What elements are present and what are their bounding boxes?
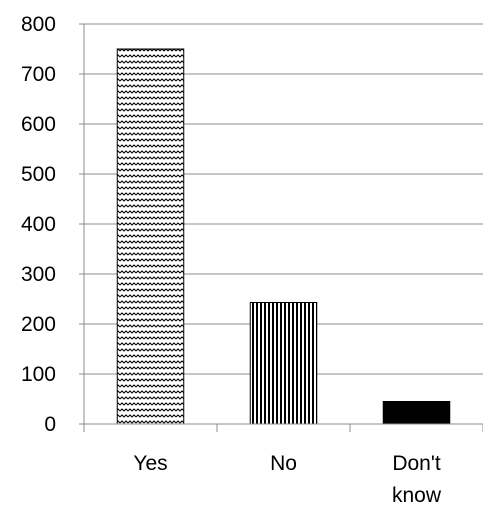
y-tick-label-0: 0 xyxy=(44,413,56,436)
y-tick-label-500: 500 xyxy=(21,163,56,186)
bar-dont-know xyxy=(382,401,451,425)
x-category-label-yes: Yes xyxy=(133,452,167,475)
bar-yes xyxy=(116,48,185,425)
x-category-label-no: No xyxy=(270,452,297,475)
labels: 0 100 200 300 400 500 600 700 800 Yes No Don't know xyxy=(21,13,442,507)
y-tick-label-400: 400 xyxy=(21,213,56,236)
bar-no xyxy=(249,302,318,425)
y-tick-label-300: 300 xyxy=(21,263,56,286)
bars xyxy=(116,48,451,425)
y-tick-label-700: 700 xyxy=(21,63,56,86)
y-tick-label-100: 100 xyxy=(21,363,56,386)
y-tick-label-800: 800 xyxy=(21,13,56,36)
y-tick-label-200: 200 xyxy=(21,313,56,336)
y-tick-label-600: 600 xyxy=(21,113,56,136)
x-category-label-dont-know: Don't know xyxy=(392,452,442,507)
axes xyxy=(79,23,483,432)
